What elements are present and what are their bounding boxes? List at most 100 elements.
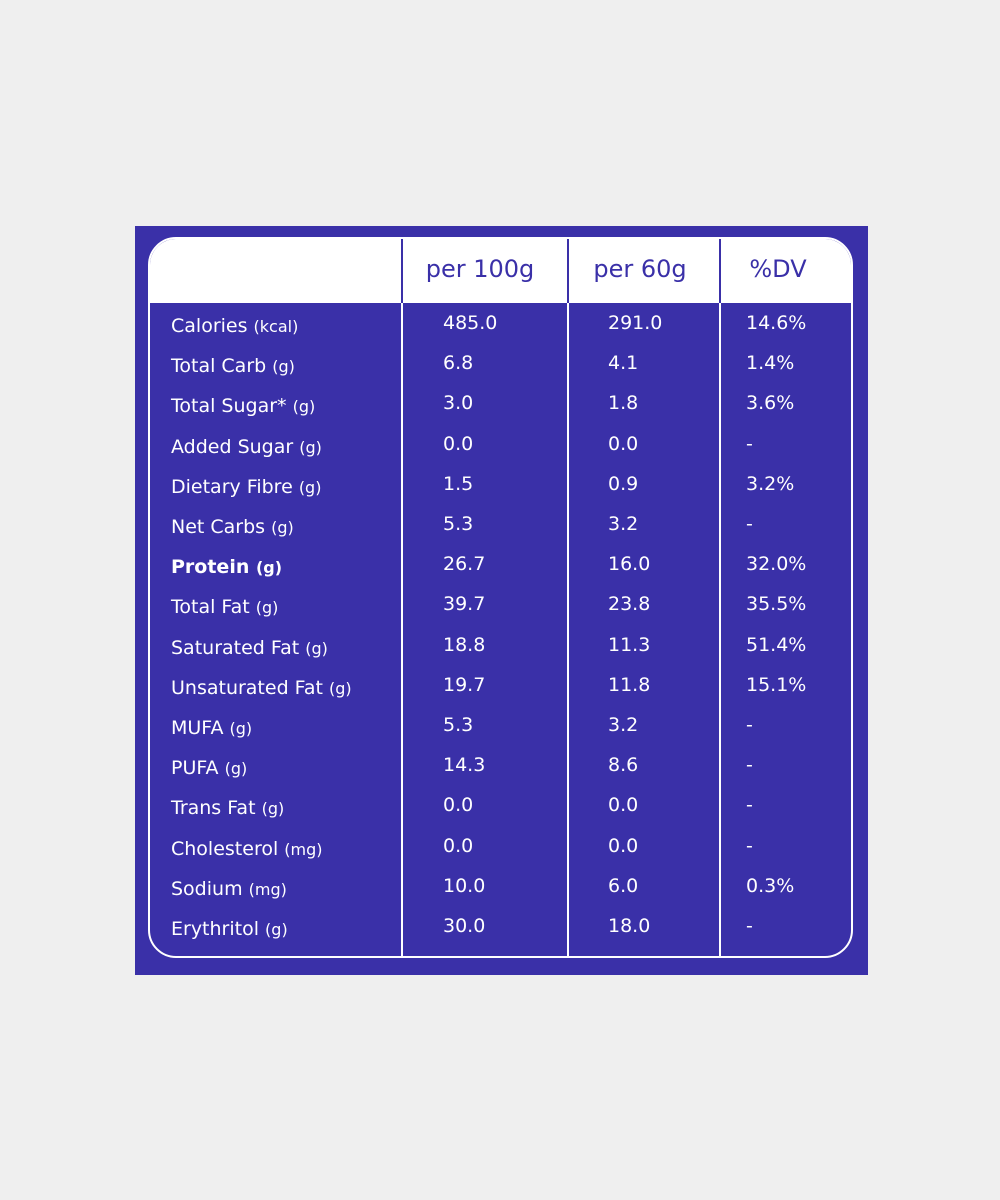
row-label: Unsaturated Fat (g) [171, 677, 352, 699]
row-label: Total Fat (g) [171, 596, 278, 618]
value-cell: 19.7 [443, 673, 486, 696]
value-cell: 1.5 [443, 472, 474, 495]
value-cell: 14.6% [746, 312, 807, 334]
nutrient-name: Protein [171, 556, 250, 579]
value-cell: 0.0 [443, 834, 474, 857]
column-header: per 100g [425, 255, 535, 283]
nutrient-unit: (mg) [284, 839, 323, 859]
column-divider [401, 239, 403, 956]
value-cell: 8.6 [608, 754, 639, 777]
value-cell: 0.0 [443, 794, 474, 817]
header-divider [719, 239, 721, 303]
nutrient-unit: (g) [224, 759, 248, 779]
value-cell: 35.5% [746, 593, 807, 616]
value-cell: 0.0 [443, 432, 474, 455]
header-divider [567, 239, 569, 303]
value-cell: 32.0% [746, 553, 807, 576]
value-cell: 15.1% [746, 673, 807, 696]
nutrient-unit: (g) [305, 638, 328, 658]
value-cell: 51.4% [746, 633, 807, 656]
column-divider [567, 239, 569, 956]
nutrient-name: Cholesterol [171, 837, 279, 860]
nutrient-name: Saturated Fat [171, 636, 300, 659]
value-cell: - [746, 834, 753, 857]
nutrient-name: MUFA [171, 717, 224, 739]
value-cell: 30.0 [443, 915, 486, 937]
row-label: Added Sugar (g) [171, 436, 322, 458]
nutrient-name: Calories [171, 315, 248, 337]
value-cell: 39.7 [443, 593, 486, 616]
nutrient-unit: (g) [271, 518, 294, 537]
row-label: Net Carbs (g) [171, 516, 294, 538]
row-label: Saturated Fat (g) [171, 637, 328, 659]
column-divider [719, 239, 721, 956]
row-label: PUFA (g) [171, 757, 247, 779]
column-header: per 60g [593, 255, 687, 283]
nutrient-unit: (mg) [248, 879, 287, 899]
column-header: %DV [749, 255, 807, 283]
nutrient-name: Dietary Fibre [171, 475, 293, 498]
nutrient-name: Unsaturated Fat [171, 676, 323, 699]
nutrient-name: Total Fat [171, 596, 250, 619]
table-header [150, 239, 851, 303]
label-panel: per 100g per 60g %DV Calories (kcal) 485.0 29… [135, 226, 868, 975]
value-cell: 5.3 [443, 714, 474, 736]
value-cell: 11.3 [608, 633, 651, 656]
nutrient-unit: (g) [255, 598, 279, 618]
value-cell: - [746, 432, 753, 455]
nutrient-unit: (g) [299, 437, 322, 457]
header-divider [401, 239, 403, 303]
value-cell: 6.8 [443, 352, 474, 375]
nutrient-unit: (g) [265, 920, 288, 939]
value-cell: 0.9 [608, 472, 639, 495]
value-cell: 6.0 [608, 874, 639, 897]
row-label: Erythritol (g) [171, 918, 288, 940]
value-cell: - [746, 714, 753, 736]
value-cell: 0.0 [608, 432, 639, 455]
value-cell: 1.4% [746, 352, 795, 375]
row-label: Cholesterol (mg) [171, 838, 323, 860]
value-cell: 0.0 [608, 794, 639, 817]
value-cell: 14.3 [443, 754, 486, 777]
row-label: Total Carb (g) [171, 355, 295, 377]
row-label: Sodium (mg) [171, 878, 287, 900]
value-cell: - [746, 794, 753, 817]
value-cell: - [746, 915, 753, 937]
value-cell: 485.0 [443, 312, 498, 334]
value-cell: 3.2% [746, 472, 795, 495]
nutrient-name: Added Sugar [171, 435, 294, 458]
value-cell: 3.0 [443, 392, 474, 415]
value-cell: - [746, 754, 753, 777]
row-label: Trans Fat (g) [171, 797, 284, 819]
nutrient-unit: (g) [229, 719, 253, 738]
value-cell: 4.1 [608, 352, 639, 375]
value-cell: 11.8 [608, 673, 651, 696]
value-cell: 18.0 [608, 915, 651, 937]
nutrient-unit: (g) [298, 477, 322, 497]
nutrient-name: Total Carb [171, 355, 267, 378]
nutrient-unit: (g) [292, 397, 316, 417]
table-frame: per 100g per 60g %DV Calories (kcal) 485.0 29… [148, 237, 853, 958]
row-label: MUFA (g) [171, 717, 252, 739]
value-cell: 0.0 [608, 834, 639, 857]
value-cell: 291.0 [608, 312, 663, 334]
value-cell: 1.8 [608, 392, 639, 415]
nutrient-name: Total Sugar* [171, 395, 287, 418]
value-cell: 3.2 [608, 513, 639, 535]
row-label: Protein (g) [171, 556, 282, 578]
value-cell: 5.3 [443, 513, 474, 535]
value-cell: 26.7 [443, 553, 486, 576]
nutrient-name: Trans Fat [171, 797, 256, 820]
nutrient-unit: (g) [255, 558, 283, 578]
nutrient-unit: (g) [272, 357, 295, 377]
value-cell: 23.8 [608, 593, 651, 616]
nutrient-name: Erythritol [171, 918, 259, 940]
value-cell: 0.3% [746, 874, 795, 897]
value-cell: 3.2 [608, 714, 639, 736]
nutrient-unit: (g) [329, 678, 352, 698]
nutrient-name: Net Carbs [171, 516, 266, 538]
row-label: Dietary Fibre (g) [171, 476, 321, 498]
value-cell: - [746, 513, 753, 535]
value-cell: 10.0 [443, 874, 486, 897]
